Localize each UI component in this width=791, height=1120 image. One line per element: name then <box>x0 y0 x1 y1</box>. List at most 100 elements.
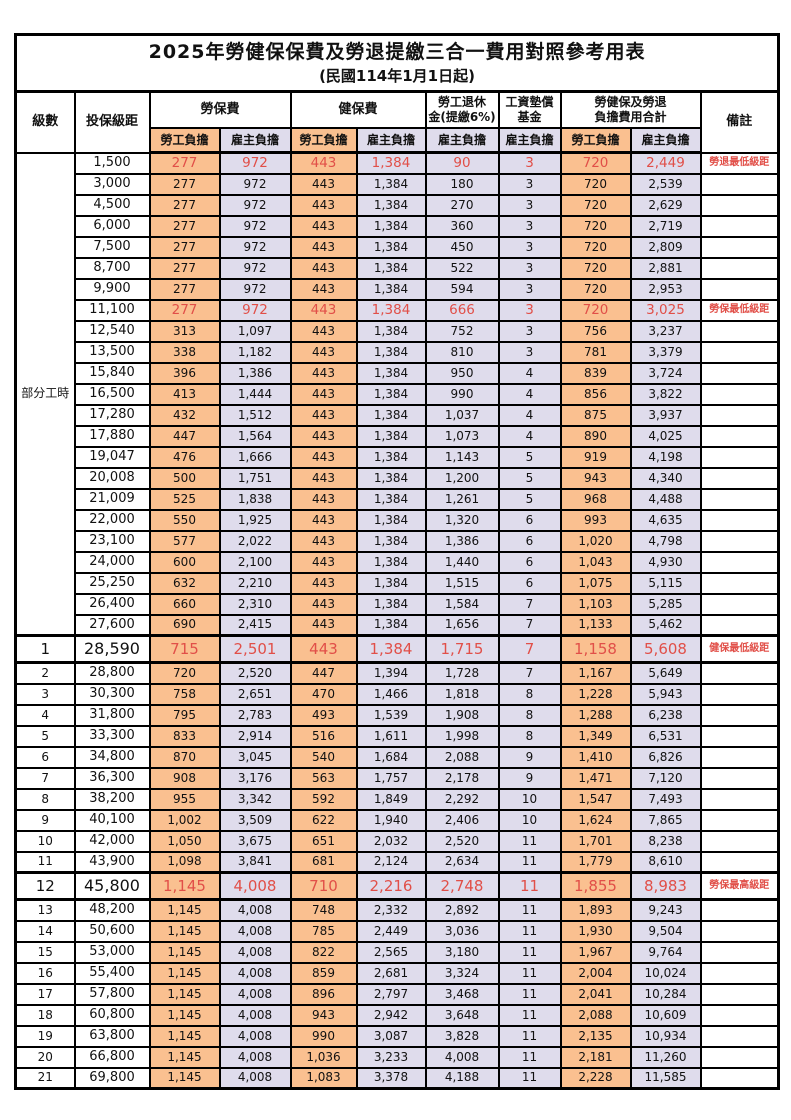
cell-health-employer: 1,539 <box>355 703 427 727</box>
subheader-health-employer: 雇主負擔 <box>355 127 427 154</box>
cell-note <box>699 340 780 364</box>
cell-labor-employer: 1,666 <box>218 445 292 469</box>
cell-total-employer: 3,822 <box>629 382 702 406</box>
cell-labor-employee: 1,050 <box>148 829 221 853</box>
cell-wage-fund-employer: 11 <box>497 940 562 964</box>
cell-pension-employer: 2,520 <box>424 829 500 853</box>
cell-health-employer: 1,384 <box>355 445 427 469</box>
cell-health-employee: 592 <box>289 787 358 811</box>
cell-labor-employer: 1,838 <box>218 487 292 511</box>
cell-note <box>699 529 780 553</box>
cell-health-employer: 2,124 <box>355 850 427 874</box>
cell-health-employer: 1,384 <box>355 592 427 616</box>
cell-total-employer: 4,798 <box>629 529 702 553</box>
table-row: 17 57,800 1,145 4,008 896 2,797 3,468 11 2,041 10… <box>14 982 780 1006</box>
cell-level: 18 <box>14 1003 76 1027</box>
cell-wage-fund-employer: 4 <box>497 403 562 427</box>
cell-note <box>699 592 780 616</box>
cell-pension-employer: 3,468 <box>424 982 500 1006</box>
cell-note <box>699 424 780 448</box>
cell-total-employer: 11,585 <box>629 1066 702 1090</box>
cell-labor-employee: 396 <box>148 361 221 385</box>
cell-pension-employer: 2,088 <box>424 745 500 769</box>
cell-health-employee: 443 <box>289 466 358 490</box>
cell-note: 健保最低級距 <box>699 634 780 664</box>
cell-health-employee: 443 <box>289 277 358 301</box>
cell-wage-fund-employer: 7 <box>497 634 562 664</box>
cell-salary: 26,400 <box>73 592 151 616</box>
cell-total-employee: 2,004 <box>559 961 632 985</box>
cell-total-employee: 1,133 <box>559 613 632 637</box>
cell-note <box>699 961 780 985</box>
cell-total-employer: 3,379 <box>629 340 702 364</box>
cell-total-employee: 1,547 <box>559 787 632 811</box>
cell-note <box>699 745 780 769</box>
cell-total-employer: 3,937 <box>629 403 702 427</box>
cell-health-employee: 622 <box>289 808 358 832</box>
cell-level: 2 <box>14 661 76 685</box>
cell-note <box>699 613 780 637</box>
cell-total-employee: 1,349 <box>559 724 632 748</box>
cell-wage-fund-employer: 10 <box>497 808 562 832</box>
cell-level: 16 <box>14 961 76 985</box>
col-header-level: 級數 <box>14 90 76 154</box>
cell-health-employer: 2,449 <box>355 919 427 943</box>
cell-wage-fund-employer: 3 <box>497 151 562 175</box>
cell-labor-employee: 1,145 <box>148 919 221 943</box>
cell-health-employer: 1,849 <box>355 787 427 811</box>
cell-labor-employer: 3,342 <box>218 787 292 811</box>
cell-salary: 45,800 <box>73 871 151 901</box>
cell-labor-employee: 1,145 <box>148 1045 221 1069</box>
table-header: 2025年勞健保保費及勞退提繳三合一費用對照參考用表 (民國114年1月1日起)… <box>14 33 780 154</box>
cell-total-employee: 2,181 <box>559 1045 632 1069</box>
cell-labor-employer: 3,176 <box>218 766 292 790</box>
cell-health-employer: 3,233 <box>355 1045 427 1069</box>
cell-labor-employee: 277 <box>148 172 221 196</box>
cell-pension-employer: 270 <box>424 193 500 217</box>
cell-total-employer: 3,237 <box>629 319 702 343</box>
cell-note <box>699 724 780 748</box>
cell-total-employee: 1,471 <box>559 766 632 790</box>
cell-wage-fund-employer: 6 <box>497 508 562 532</box>
col-header-pension-line2: 金(提繳6%) <box>428 110 496 124</box>
cell-wage-fund-employer: 11 <box>497 1003 562 1027</box>
cell-note <box>699 808 780 832</box>
cell-salary: 17,280 <box>73 403 151 427</box>
cell-health-employer: 1,384 <box>355 487 427 511</box>
cell-labor-employer: 2,415 <box>218 613 292 637</box>
subheader-labor-employee: 勞工負擔 <box>148 127 221 154</box>
cell-health-employer: 2,797 <box>355 982 427 1006</box>
cell-labor-employee: 1,098 <box>148 850 221 874</box>
cell-health-employer: 1,384 <box>355 235 427 259</box>
cell-labor-employee: 795 <box>148 703 221 727</box>
cell-wage-fund-employer: 11 <box>497 1066 562 1090</box>
cell-note <box>699 661 780 685</box>
cell-health-employer: 1,384 <box>355 403 427 427</box>
cell-wage-fund-employer: 3 <box>497 340 562 364</box>
cell-labor-employee: 277 <box>148 193 221 217</box>
table-row: 12,540 313 1,097 443 1,384 752 3 756 3,237 <box>16 319 780 343</box>
cell-labor-employee: 720 <box>148 661 221 685</box>
cell-labor-employer: 1,386 <box>218 361 292 385</box>
cell-labor-employer: 2,520 <box>218 661 292 685</box>
cell-salary: 4,500 <box>73 193 151 217</box>
cell-pension-employer: 1,656 <box>424 613 500 637</box>
col-header-health-insurance: 健保費 <box>289 90 427 129</box>
cell-total-employee: 1,075 <box>559 571 632 595</box>
cell-labor-employer: 3,045 <box>218 745 292 769</box>
cell-health-employer: 1,611 <box>355 724 427 748</box>
cell-labor-employee: 1,145 <box>148 1066 221 1090</box>
cell-note <box>699 277 780 301</box>
cell-salary: 11,100 <box>73 298 151 322</box>
cell-salary: 20,008 <box>73 466 151 490</box>
cell-pension-employer: 90 <box>424 151 500 175</box>
cell-salary: 57,800 <box>73 982 151 1006</box>
cell-total-employee: 968 <box>559 487 632 511</box>
cell-labor-employee: 833 <box>148 724 221 748</box>
cell-health-employee: 563 <box>289 766 358 790</box>
cell-pension-employer: 4,008 <box>424 1045 500 1069</box>
cell-health-employer: 1,384 <box>355 193 427 217</box>
cell-salary: 17,880 <box>73 424 151 448</box>
table-row: 21,009 525 1,838 443 1,384 1,261 5 968 4,488 <box>16 487 780 511</box>
cell-salary: 24,000 <box>73 550 151 574</box>
